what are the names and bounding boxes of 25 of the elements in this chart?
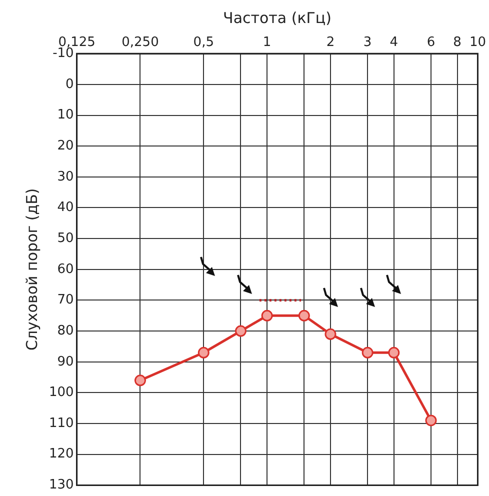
y-tick-label: 110 bbox=[48, 416, 74, 431]
y-tick-label: 90 bbox=[57, 354, 74, 370]
y-tick-label: 100 bbox=[48, 385, 74, 400]
x-tick-label: 3 bbox=[363, 35, 372, 50]
x-tick-label: 6 bbox=[426, 35, 436, 50]
y-tick-label: 70 bbox=[57, 292, 74, 308]
y-tick-label: 130 bbox=[48, 478, 74, 493]
y-tick-label: 50 bbox=[57, 230, 74, 246]
y-tick-label: 0 bbox=[66, 76, 74, 92]
y-axis-title: Слуховой порог (дБ) bbox=[22, 188, 41, 351]
y-tick-label: 10 bbox=[57, 108, 74, 123]
y-tick-label: 40 bbox=[57, 200, 74, 216]
x-tick-label: 0,250 bbox=[122, 35, 159, 50]
y-tick-label: 30 bbox=[57, 169, 74, 184]
x-tick-label: 10 bbox=[469, 35, 486, 50]
x-tick-label: 4 bbox=[390, 35, 398, 50]
y-tick-label: 60 bbox=[57, 262, 74, 277]
x-tick-label: 8 bbox=[453, 35, 462, 50]
x-tick-label: 1 bbox=[262, 35, 272, 50]
x-tick-label: 0,5 bbox=[193, 35, 214, 50]
x-tick-label: 2 bbox=[326, 35, 335, 50]
y-tick-label: 120 bbox=[48, 446, 74, 462]
y-tick-label: 80 bbox=[57, 323, 74, 338]
y-tick-label: 20 bbox=[57, 138, 74, 154]
x-axis-title: Частота (кГц) bbox=[223, 8, 332, 27]
